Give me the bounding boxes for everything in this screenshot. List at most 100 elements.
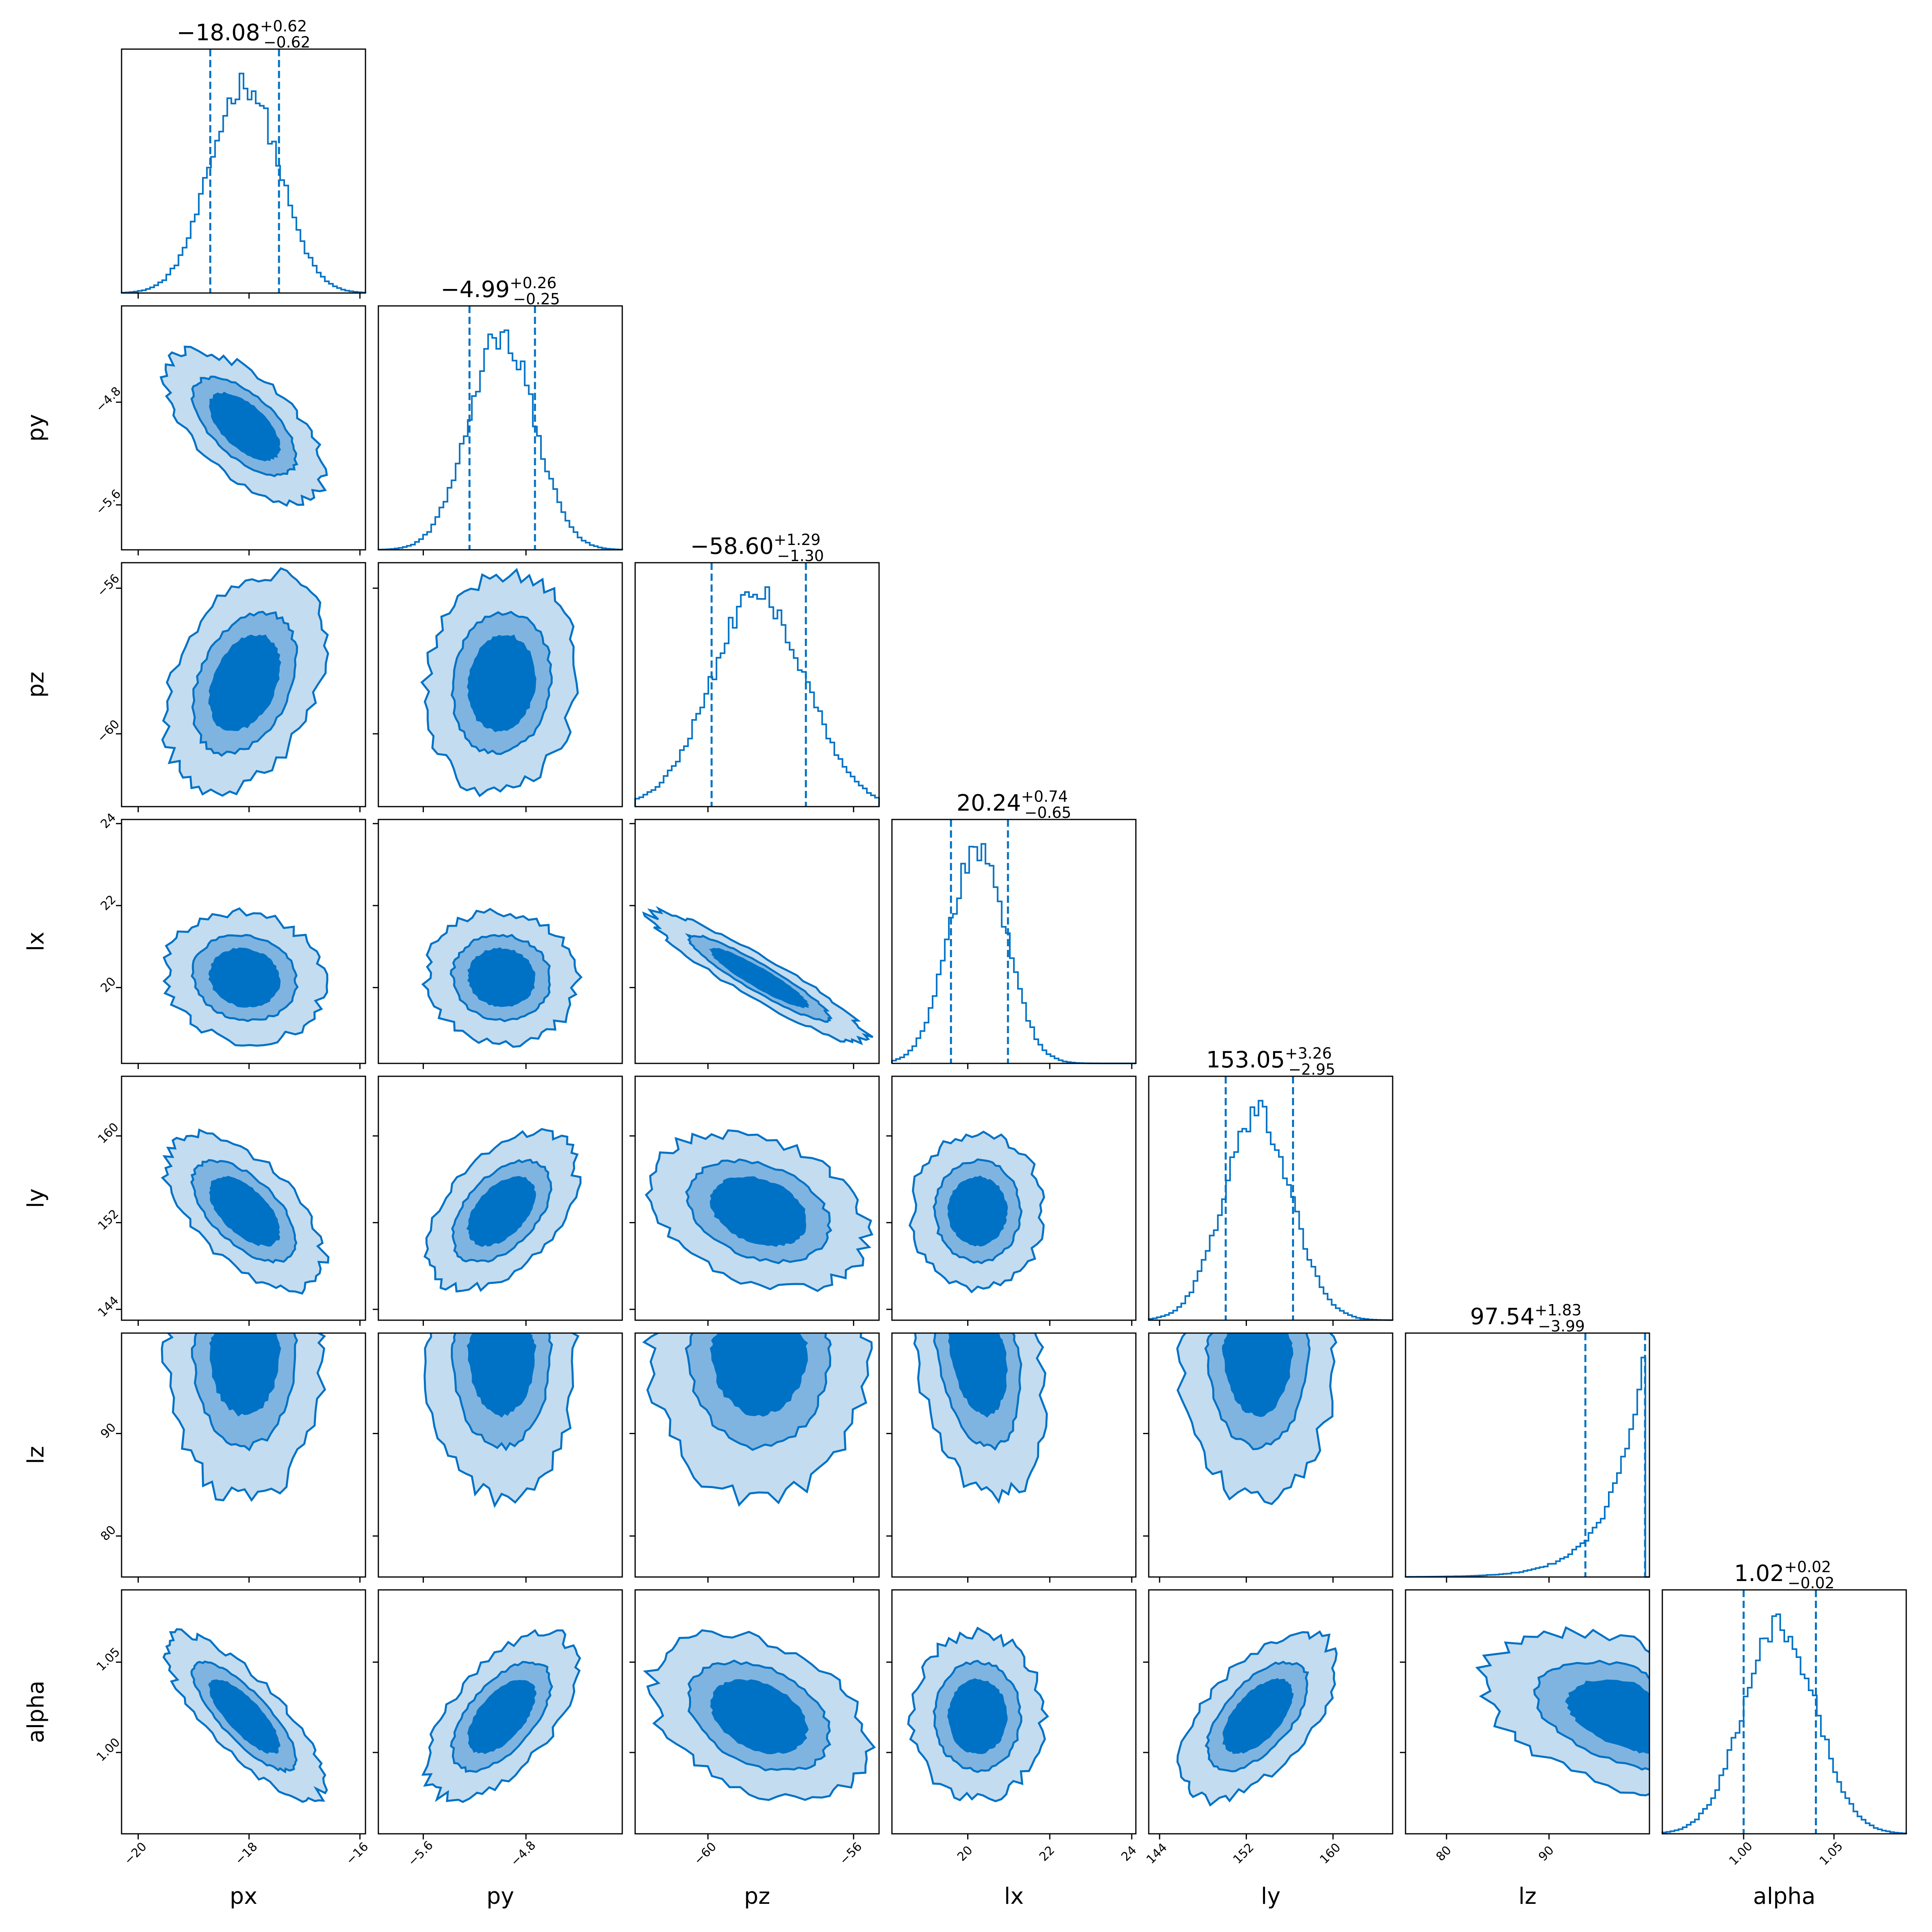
contour-1sigma [947,1678,1008,1754]
panel-alpha-vs-lz [1400,1589,1650,1835]
y-tick-label-alpha: 1.05 [94,1645,123,1674]
x-tick-label-lx: 24 [1119,1843,1139,1864]
panel-lx-vs-pz [630,819,880,1064]
frame-alpha-vs-px [121,1589,366,1835]
x-tick-label-px: −20 [122,1840,150,1868]
title-py: −4.99+0.26 −0.25 [441,274,560,308]
y-tick-label-lx: 24 [98,811,119,832]
frame-alpha-hist [1662,1589,1907,1835]
x-axis-label-lz: lz [1519,1883,1537,1909]
panel-alpha-vs-py [373,1589,623,1835]
contour-1sigma [208,634,281,731]
title-pz: −58.60+1.29 −1.30 [690,531,824,565]
title-value-ly: 153.05 [1206,1047,1285,1073]
y-tick-label-py: −5.6 [93,487,124,518]
title-plus-alpha: +0.02 [1784,1558,1831,1576]
panel-ly-vs-px [116,1075,366,1321]
frame-pz-vs-py [378,562,623,807]
x-axis-label-lx: lx [1004,1883,1024,1909]
x-tick-label-ly: 160 [1317,1841,1344,1867]
frame-lx-vs-pz [634,819,880,1064]
title-plus-ly: +3.26 [1285,1044,1332,1062]
title-lx: 20.24+0.74 −0.65 [956,788,1071,822]
panel-ly-vs-lx [886,1075,1137,1321]
panel-lx-vs-py [373,819,623,1064]
frame-lx-vs-px [121,819,366,1064]
x-tick-label-ly: 152 [1230,1841,1257,1867]
panel-pz-vs-py [373,562,623,807]
frame-lz-vs-ly [1148,1332,1393,1578]
histogram-pz [634,586,880,807]
contour-1sigma [467,634,537,733]
y-tick-label-lx: 20 [98,974,119,995]
title-plus-pz: +1.29 [774,531,820,549]
frame-pz-vs-px [121,562,366,807]
y-tick-label-lz: 80 [98,1523,119,1544]
x-tick-label-px: −18 [232,1840,260,1868]
x-tick-label-alpha: 1.00 [1726,1839,1755,1868]
histogram-py [378,329,623,551]
title-value-pz: −58.60 [690,533,774,559]
frame-py-vs-px [121,305,366,551]
title-plus-px: +0.62 [260,17,307,35]
y-tick-label-pz: −60 [95,717,123,745]
contour-1sigma [947,1175,1008,1247]
contour-1sigma [1222,1678,1294,1754]
title-value-lz: 97.54 [1470,1304,1534,1330]
x-tick-label-pz: −60 [691,1840,719,1868]
histogram-px [121,72,366,294]
y-tick-label-ly: 144 [95,1294,122,1320]
x-axis-label-pz: pz [744,1883,770,1909]
contour-1sigma [209,391,281,462]
panel-lz-vs-ly [1143,1332,1393,1578]
contour-1sigma [208,1679,281,1754]
x-tick-label-py: −5.6 [405,1838,436,1869]
histogram-lx [891,843,1137,1064]
y-axis-label-lx: lx [23,932,49,952]
x-axis-label-ly: ly [1261,1883,1281,1909]
contour-1sigma [466,1176,536,1247]
frame-alpha-vs-lx [891,1589,1137,1835]
y-tick-label-lx: 22 [98,892,119,913]
title-minus-alpha: −0.02 [1788,1574,1834,1592]
contour-1sigma [467,947,535,1007]
contour-1sigma [710,1679,809,1754]
x-tick-label-lz: 90 [1536,1843,1557,1864]
x-axis-label-py: py [487,1883,514,1909]
x-tick-label-lx: 22 [1037,1843,1058,1864]
title-plus-lz: +1.83 [1535,1301,1581,1319]
x-tick-label-px: −16 [343,1840,372,1868]
panel-lz-vs-pz [630,1332,880,1578]
frame-ly-vs-pz [634,1075,880,1321]
x-tick-label-ly: 144 [1144,1841,1170,1867]
contour-1sigma [208,947,281,1008]
x-tick-label-py: −4.8 [508,1838,539,1869]
frame-lx-vs-py [378,819,623,1064]
frame-ly-vs-px [121,1075,366,1321]
x-axis-label-px: px [230,1883,258,1909]
y-tick-label-py: −4.8 [93,384,124,415]
frame-px-hist [121,48,366,294]
title-px: −18.08+0.62 −0.62 [177,17,310,51]
panel-ly-vs-py [373,1075,623,1321]
histogram-lz [1405,1356,1649,1578]
frame-alpha-vs-ly [1148,1589,1393,1835]
title-lz: 97.54+1.83 −3.99 [1470,1301,1585,1335]
title-value-lx: 20.24 [956,790,1021,816]
frame-lx-hist [891,819,1137,1064]
x-tick-label-lz: 80 [1433,1843,1454,1864]
title-value-py: −4.99 [441,277,510,303]
frame-lz-vs-px [121,1332,366,1578]
title-minus-pz: −1.30 [777,547,824,565]
frame-lz-vs-pz [634,1332,880,1578]
hist-panel-py: −4.99+0.26 −0.25 [378,274,623,551]
frame-alpha-vs-pz [634,1589,880,1835]
title-minus-lx: −0.65 [1024,804,1071,822]
panel-alpha-vs-ly [1143,1589,1393,1835]
panel-lz-vs-lx [886,1332,1137,1578]
y-axis-label-pz: pz [23,672,49,698]
x-axis-label-alpha: alpha [1753,1883,1815,1909]
frame-lz-vs-lx [891,1332,1137,1578]
panel-lx-vs-px [116,819,366,1064]
